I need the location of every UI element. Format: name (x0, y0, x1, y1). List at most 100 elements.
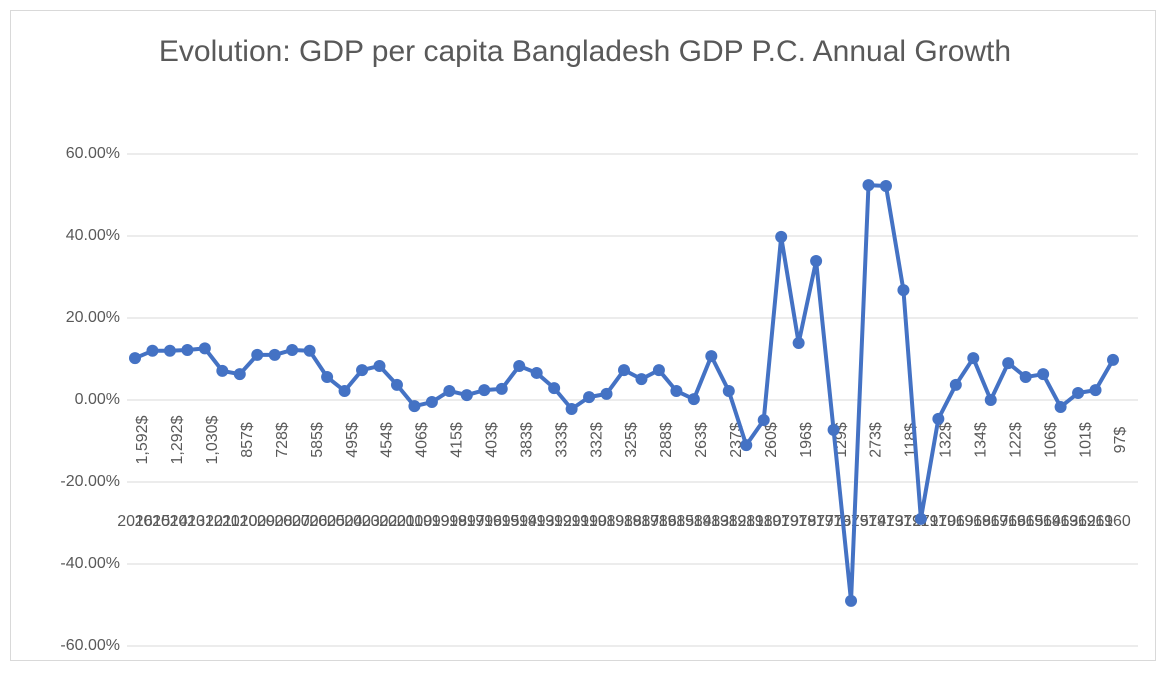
x-group-label: 415$ (449, 422, 466, 458)
data-point (478, 384, 491, 397)
data-point (949, 378, 962, 391)
x-tick-label: 1999 (414, 513, 450, 530)
data-point (321, 371, 334, 384)
data-point (810, 255, 823, 268)
data-point (233, 368, 246, 381)
data-point (181, 343, 194, 356)
x-tick-label: 2013 (170, 513, 206, 530)
x-tick-label: 1964 (1025, 513, 1061, 530)
title-box: Evolution: GDP per capita Bangladesh GDP… (158, 35, 1012, 68)
x-group-label: 406$ (414, 422, 431, 458)
x-tick-label: 2010 (222, 513, 258, 530)
x-group-label: 1,592$ (134, 415, 151, 464)
x-tick-label: 1980 (746, 513, 782, 530)
y-tick-label: -20.00% (60, 473, 120, 490)
data-point (827, 423, 840, 436)
x-tick-label: 1969 (938, 513, 974, 530)
x-group-label: 454$ (379, 422, 396, 458)
data-point (251, 348, 264, 361)
y-tick-label: -40.00% (60, 555, 120, 572)
x-tick-label: 2015 (135, 513, 171, 530)
data-point (408, 400, 421, 413)
x-group-label: 383$ (518, 422, 535, 458)
x-tick-label: 1995 (484, 513, 520, 530)
x-tick-label: 2008 (257, 513, 293, 530)
x-group-label: 134$ (973, 422, 990, 458)
data-point (740, 439, 753, 452)
data-point (967, 352, 980, 365)
data-point (1002, 357, 1015, 370)
x-group-label: 288$ (658, 422, 675, 458)
x-group-label: 333$ (553, 422, 570, 458)
x-tick-label: 1991 (554, 513, 590, 530)
data-point (914, 512, 927, 525)
data-point (1054, 400, 1067, 413)
data-point (129, 352, 141, 365)
x-group-label: 273$ (868, 422, 885, 458)
x-tick-label: 1973 (868, 513, 904, 530)
data-point (1072, 387, 1085, 400)
x-tick-label: 1989 (589, 513, 625, 530)
x-group-label: 325$ (623, 422, 640, 458)
x-group-label: 857$ (239, 422, 256, 458)
data-point (897, 284, 910, 297)
data-point (1019, 371, 1032, 384)
data-point (373, 359, 386, 372)
data-point (268, 348, 281, 361)
x-group-label: 122$ (1007, 422, 1024, 458)
x-tick-label: 2009 (239, 513, 275, 530)
x-group-label: 728$ (274, 422, 291, 458)
x-tick-label: 1988 (606, 513, 642, 530)
x-tick-label: 1981 (728, 513, 764, 530)
data-point (548, 382, 561, 395)
data-point (652, 364, 665, 377)
y-tick-label: 0.00% (75, 391, 120, 408)
data-point (722, 384, 735, 397)
chart-title: Evolution: GDP per capita Bangladesh GDP… (158, 35, 1012, 68)
data-point (530, 366, 543, 379)
x-group-label: 403$ (484, 422, 501, 458)
x-tick-label: 1974 (851, 513, 887, 530)
x-group-label: 495$ (344, 422, 361, 458)
data-point (495, 382, 508, 395)
x-tick-label: 1993 (519, 513, 555, 530)
data-point (775, 230, 788, 243)
y-tick-label: 20.00% (66, 309, 120, 326)
x-tick-label: 2005 (309, 513, 345, 530)
data-point (286, 343, 299, 356)
x-tick-label: 1967 (973, 513, 1009, 530)
x-tick-label: 2002 (362, 513, 398, 530)
x-group-label: 1,030$ (204, 415, 221, 464)
x-tick-label: 1972 (886, 513, 922, 530)
x-tick-label: 2003 (344, 513, 380, 530)
data-point (425, 396, 438, 409)
x-tick-label: 1961 (1078, 513, 1114, 530)
x-tick-label: 2001 (379, 513, 415, 530)
x-tick-label: 1982 (711, 513, 747, 530)
data-point (146, 344, 159, 357)
data-point (845, 594, 858, 607)
x-tick-label: 1963 (1043, 513, 1079, 530)
y-tick-label: 40.00% (66, 227, 120, 244)
data-point (618, 364, 630, 377)
x-tick-label: 2012 (187, 513, 223, 530)
x-tick-label: 1960 (1095, 513, 1131, 530)
x-tick-label: 2000 (397, 513, 433, 530)
x-group-label: 106$ (1042, 422, 1059, 458)
x-tick-label: 1978 (781, 513, 817, 530)
y-tick-label: 60.00% (66, 145, 120, 162)
y-tick-label: -60.00% (60, 637, 120, 654)
data-point (303, 344, 316, 357)
x-tick-label: 1984 (676, 513, 712, 530)
data-point (390, 378, 403, 391)
x-tick-label: 2016 (117, 513, 153, 530)
x-tick-label: 1997 (449, 513, 485, 530)
data-point (635, 373, 648, 386)
x-tick-label: 2007 (274, 513, 310, 530)
x-group-label: 97$ (1112, 427, 1129, 454)
data-point (687, 393, 700, 406)
x-group-label: 263$ (693, 422, 710, 458)
x-tick-label: 2004 (327, 513, 363, 530)
x-tick-label: 1992 (536, 513, 572, 530)
